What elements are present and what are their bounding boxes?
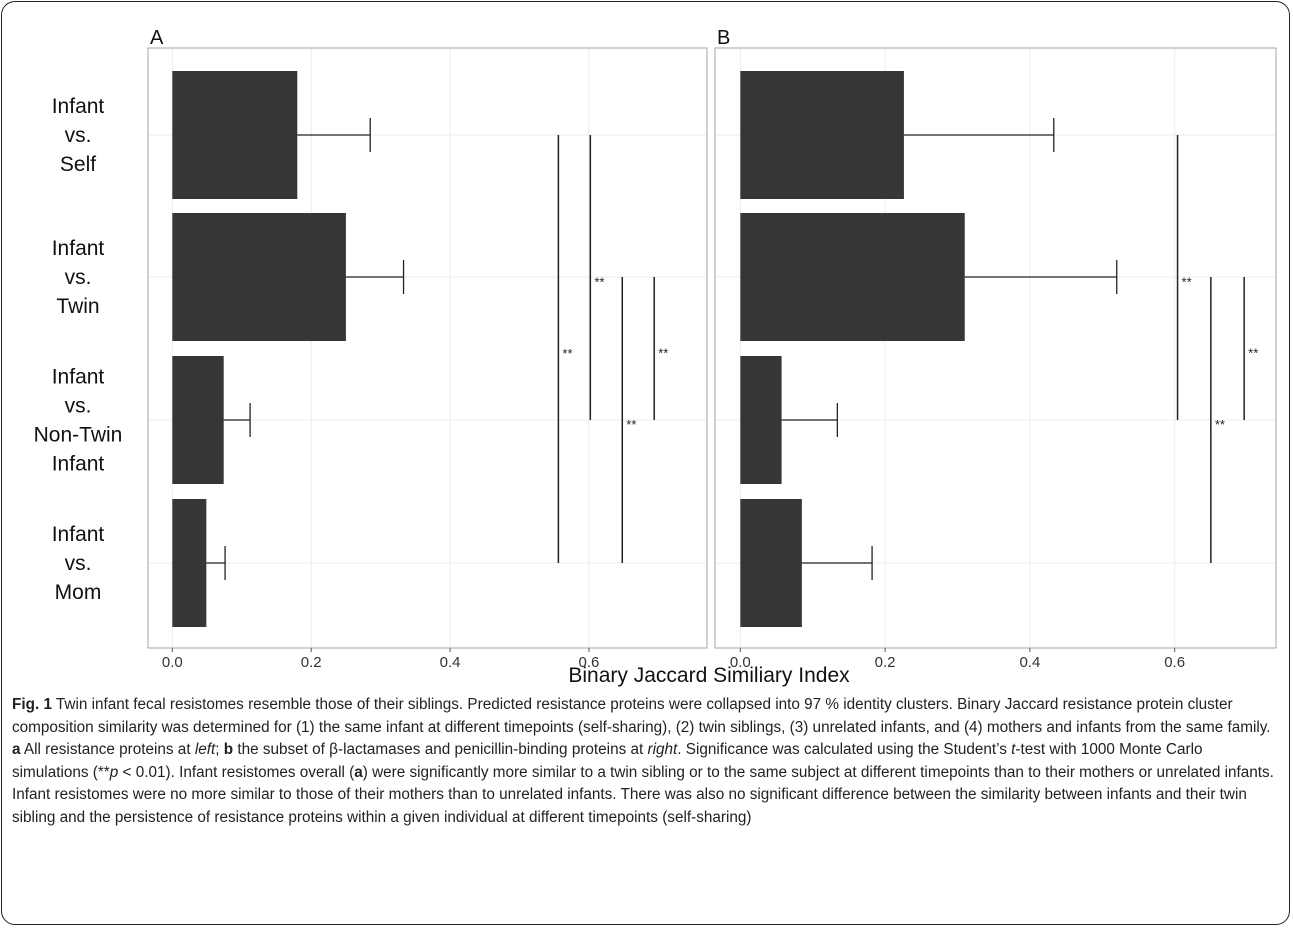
- x-tick-label: 0.6: [1164, 654, 1185, 671]
- caption-text-3: ;: [215, 741, 224, 758]
- caption-fig-label: Fig. 1: [12, 696, 52, 713]
- category-label-line: vs.: [65, 266, 92, 289]
- x-tick-label: 0.2: [875, 654, 896, 671]
- caption-a-label-2: a: [354, 763, 363, 781]
- caption-left-word: left: [194, 741, 216, 758]
- panel-b: B ** ** ** 0.0 0.2 0.4 0.6: [714, 27, 1277, 671]
- caption-t-word: t: [1011, 741, 1016, 758]
- x-tick-label: 0.2: [301, 654, 322, 671]
- x-tick-label: 0.4: [440, 654, 461, 671]
- caption-text-5: . Significance was calculated using the …: [677, 741, 1012, 758]
- category-label-line: vs.: [65, 395, 92, 418]
- x-tick-label: 0.4: [1019, 654, 1040, 671]
- bar: [172, 71, 298, 199]
- bar: [172, 213, 346, 341]
- significance-label: **: [1182, 275, 1192, 290]
- category-label: Infant vs. Twin: [52, 237, 105, 318]
- x-axis-title: Binary Jaccard Similiary Index: [568, 664, 850, 687]
- caption-right-word: right: [647, 741, 678, 758]
- significance-label: **: [1215, 417, 1225, 432]
- category-label-line: vs.: [65, 124, 92, 147]
- bar: [740, 71, 904, 199]
- caption-a-label: a: [12, 741, 21, 758]
- significance-label: **: [594, 275, 604, 290]
- bar: [740, 356, 782, 484]
- x-tick-label: 0.0: [162, 654, 183, 671]
- panel-border: [714, 47, 1277, 649]
- category-label-line: Twin: [56, 295, 99, 318]
- caption-b-label: b: [223, 741, 234, 758]
- bar: [740, 213, 965, 341]
- category-labels: Infant vs. Self Infant vs. Twin Infant vs. Non-T…: [34, 95, 123, 604]
- category-label-line: Self: [60, 153, 96, 176]
- caption-text-6: -test with 1000 Monte Carlo simulations …: [12, 741, 1203, 781]
- category-label: Infant vs. Non-Twin Infant: [34, 366, 123, 476]
- panel-letter: B: [717, 27, 730, 49]
- caption-text-2: All resistance proteins at: [20, 741, 195, 758]
- panel-border: [147, 47, 708, 649]
- category-label: Infant vs. Mom: [52, 523, 105, 604]
- caption-text-4: the subset of β-lactamases and penicilli…: [233, 741, 648, 758]
- category-label-line: Mom: [55, 581, 102, 604]
- significance-label: **: [626, 417, 636, 432]
- category-label-line: Infant: [52, 237, 105, 260]
- category-label: Infant vs. Self: [52, 95, 105, 176]
- significance-label: **: [1248, 346, 1258, 361]
- x-tick-label: 0.0: [730, 654, 751, 671]
- bar: [172, 356, 224, 484]
- figure-chart: A ** ** ** ** 0.0 0.2 0.4 0.6 B ** ** ** 0.0 0.2 0.4 0.…: [34, 27, 1277, 687]
- category-label-line: Infant: [52, 366, 105, 389]
- category-label-line: Infant: [52, 523, 105, 546]
- caption-text-7: < 0.01). Infant resistomes overall (: [118, 763, 355, 781]
- caption-p-word: p: [109, 763, 119, 781]
- bar: [740, 499, 802, 627]
- panel-letter: A: [150, 27, 164, 49]
- category-label-line: Non-Twin: [34, 424, 123, 447]
- significance-label: **: [658, 346, 668, 361]
- bar: [172, 499, 207, 627]
- caption-text-8: ) were significantly more similar to a t…: [12, 763, 1274, 826]
- significance-label: **: [562, 346, 572, 361]
- x-tick-label: 0.6: [579, 654, 600, 671]
- category-label-line: Infant: [52, 95, 105, 118]
- category-label-line: Infant: [52, 453, 105, 476]
- figure-caption: Fig. 1 Twin infant fecal resistomes rese…: [12, 694, 1280, 829]
- caption-text-1: Twin infant fecal resistomes resemble th…: [12, 696, 1271, 736]
- panel-a: A ** ** ** ** 0.0 0.2 0.4 0.6: [147, 27, 708, 671]
- category-label-line: vs.: [65, 552, 92, 575]
